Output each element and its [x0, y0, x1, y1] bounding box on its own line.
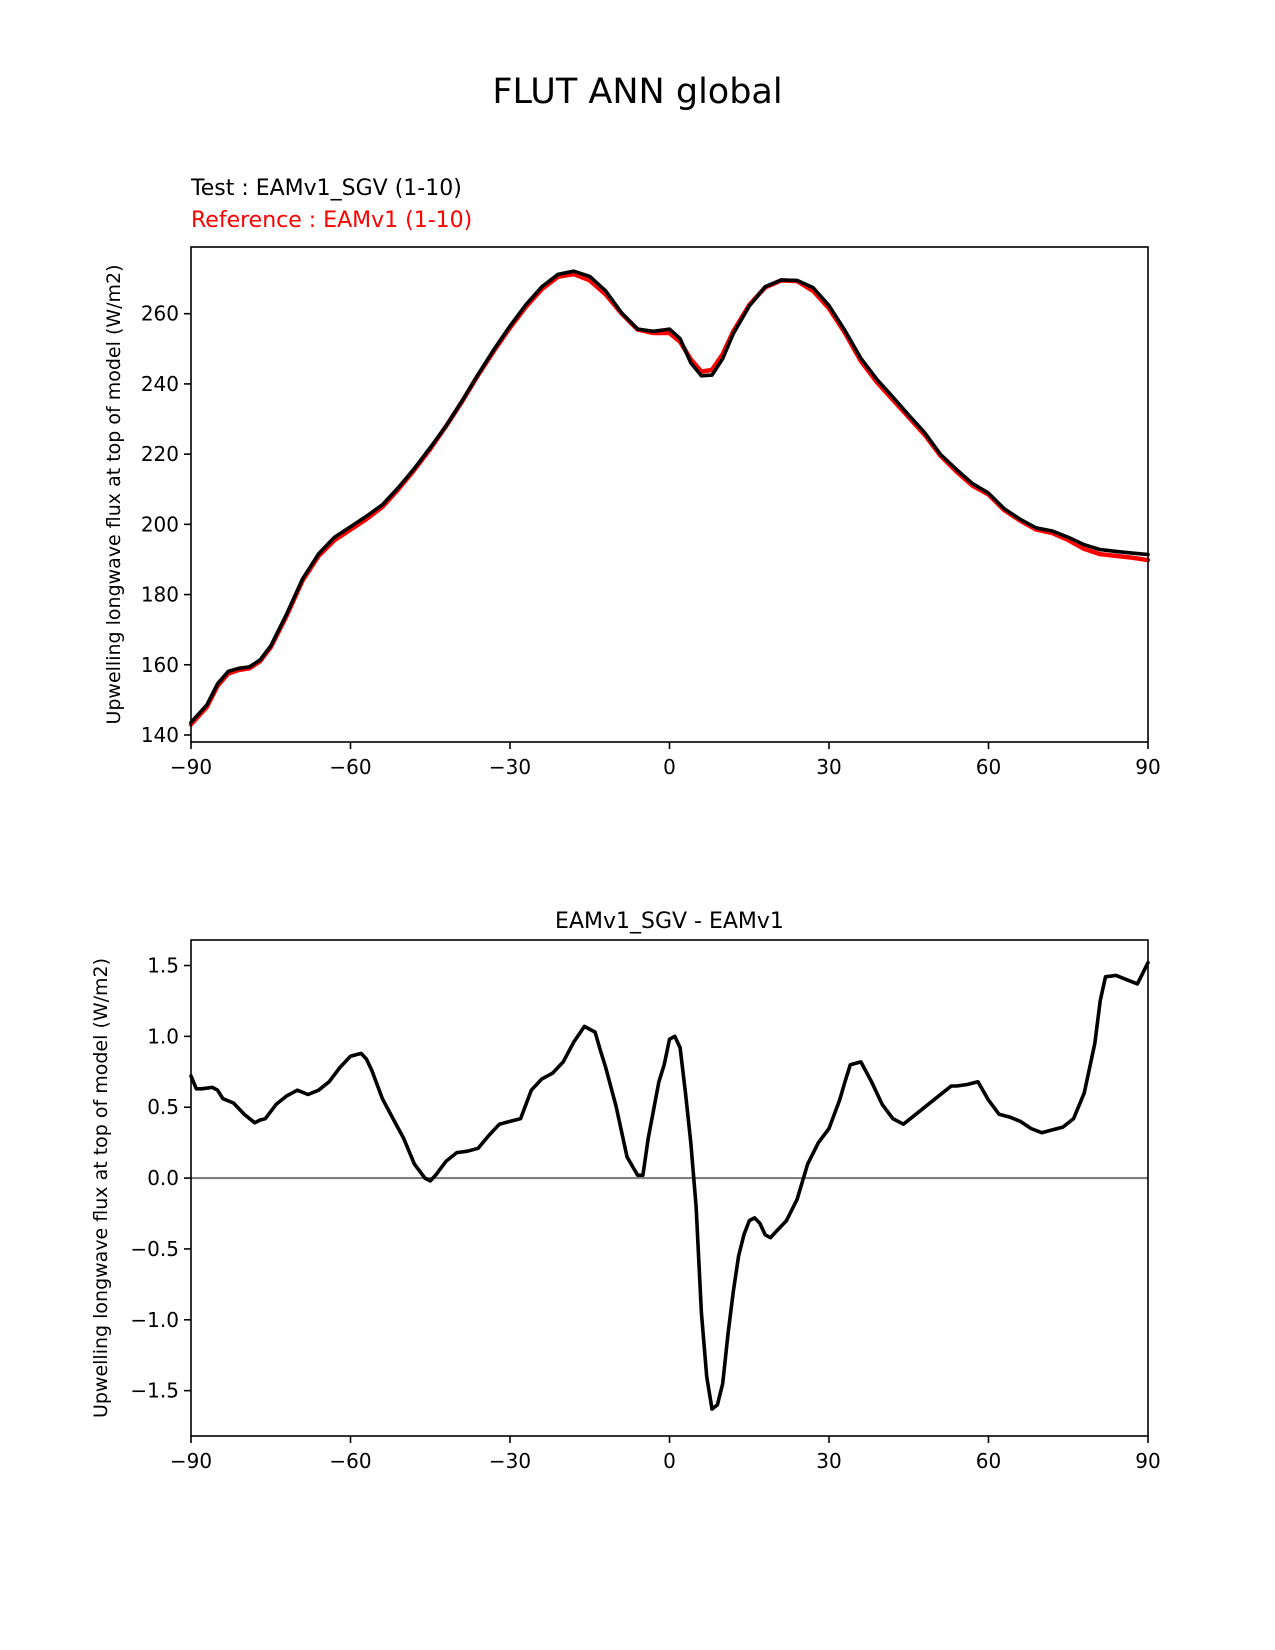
top-panel: −90 −60 −30 0 30 60 90 140 160 180 200 220 240 260 Upw… [103, 246, 1161, 779]
y-tick-label: 1.5 [147, 954, 179, 978]
reference-label: Reference : EAMv1 (1-10) [191, 208, 473, 233]
x-tick-label: −60 [329, 755, 371, 779]
x-tick-label: −30 [489, 1449, 531, 1473]
y-tick-label: −1.5 [130, 1379, 179, 1403]
y-tick-label: 0.5 [147, 1095, 179, 1119]
y-tick-label: 220 [141, 442, 179, 466]
x-tick-label: 90 [1135, 755, 1160, 779]
x-tick-label: 60 [976, 755, 1001, 779]
y-tick-label: 1.0 [147, 1024, 179, 1048]
y-tick-label: −1.0 [130, 1308, 179, 1332]
x-tick-label: 0 [663, 755, 676, 779]
x-tick-label: 30 [816, 1449, 841, 1473]
plot-frame [190, 939, 1149, 1437]
y-tick-label: 240 [141, 372, 179, 396]
panel-title: EAMv1_SGV - EAMv1 [555, 909, 784, 934]
y-tick-label: 0.0 [147, 1166, 179, 1190]
y-tick-label: 180 [141, 583, 179, 607]
x-tick-label: −90 [170, 1449, 212, 1473]
test-label: Test : EAMv1_SGV (1-10) [191, 176, 462, 201]
y-axis-title: Upwelling longwave flux at top of model … [90, 958, 112, 1418]
x-tick-label: 30 [816, 755, 841, 779]
y-tick-label: 160 [141, 653, 179, 677]
series-line-reference-eamv1-1-10 [188, 271, 1151, 727]
plot-frame [190, 246, 1149, 743]
series-line-test-eamv1-sgv-1-10 [189, 269, 1150, 725]
x-tick-label: 90 [1135, 1449, 1160, 1473]
x-tick-label: −90 [170, 755, 212, 779]
y-tick-label: 140 [141, 723, 179, 747]
figure-title: FLUT ANN global [492, 72, 783, 112]
y-tick-label: 260 [141, 302, 179, 326]
x-tick-label: 60 [976, 1449, 1001, 1473]
y-tick-label: −0.5 [130, 1237, 179, 1261]
difference-panel: −90 −60 −30 0 30 60 90 −1.5 −1.0 −0.5 0.0 0.5 1.0 1.5… [90, 909, 1161, 1473]
x-tick-label: −30 [489, 755, 531, 779]
x-tick-label: −60 [329, 1449, 371, 1473]
y-axis-title: Upwelling longwave flux at top of model … [103, 264, 125, 724]
y-tick-label: 200 [141, 512, 179, 536]
series-line-eamv1-sgv-eamv1 [189, 960, 1150, 1411]
x-tick-label: 0 [663, 1449, 676, 1473]
